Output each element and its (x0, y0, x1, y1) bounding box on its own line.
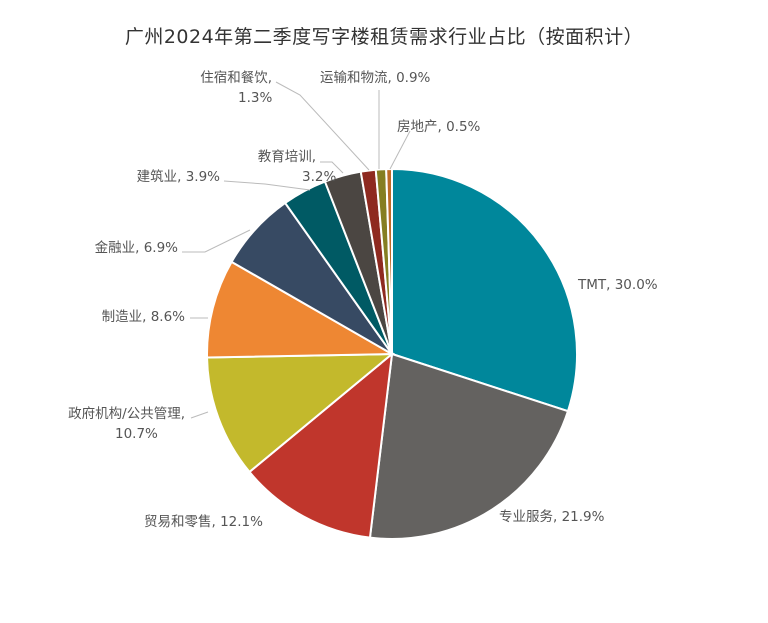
pie-slice-1 (368, 352, 570, 540)
leader-line-7 (320, 161, 344, 174)
leader-line-5 (182, 229, 251, 253)
pie-slice-10 (385, 167, 393, 355)
leader-line-8 (275, 81, 370, 171)
slice-label-2: 贸易和零售, 12.1% (144, 514, 263, 530)
leader-line-6 (223, 180, 311, 191)
slice-label-10: 房地产, 0.5% (397, 119, 481, 135)
leader-line-3 (190, 411, 209, 419)
pie-slice-0 (391, 167, 578, 413)
slice-label-9: 运输和物流, 0.9% (320, 70, 431, 86)
slice-label-3: 政府机构/公共管理, 10.7% (68, 406, 185, 442)
slice-label-0: TMT, 30.0% (577, 277, 658, 293)
slice-label-5: 金融业, 6.9% (95, 240, 179, 256)
slice-label-1: 专业服务, 21.9% (499, 509, 605, 525)
pie-slice-2 (248, 351, 394, 539)
chart-title: 广州2024年第二季度写字楼租赁需求行业占比（按面积计） (124, 26, 644, 48)
pie-slice-3 (206, 352, 395, 474)
slice-label-4: 制造业, 8.6% (102, 309, 186, 325)
slice-label-7: 教育培训, 3.2% (258, 149, 337, 185)
pie-slice-4 (206, 260, 396, 359)
slice-label-6: 建筑业, 3.9% (137, 169, 221, 185)
slice-label-8: 住宿和餐饮, 1.3% (200, 69, 272, 106)
leader-line-10 (389, 130, 411, 170)
